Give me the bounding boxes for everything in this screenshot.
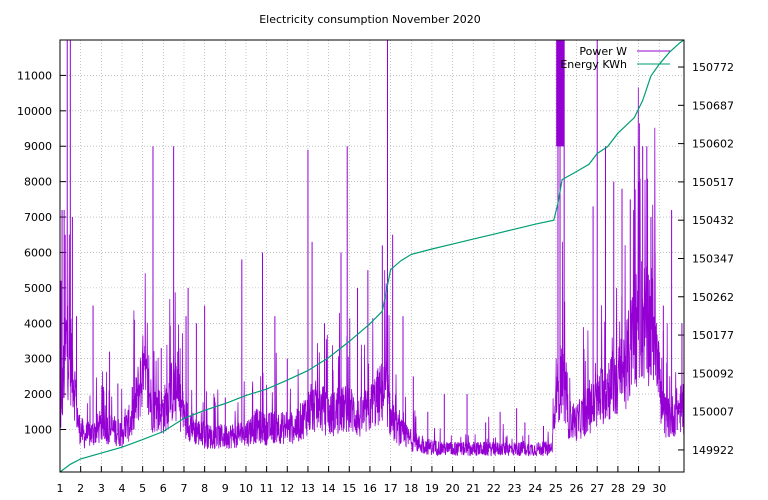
x-tick-labels: 1 2 3 4 5 6 7 8 9 10 11 12 13 14 15 16 17 18 19 20 21 22 23 24 2…: [57, 482, 667, 495]
y-right-tick-label: 150347: [692, 252, 734, 265]
energy-line: [59, 39, 685, 473]
x-tick-label: 12: [280, 482, 294, 495]
y-right-tick-label: 150687: [692, 99, 734, 112]
y-right-tick-label: 150517: [692, 176, 734, 189]
x-tick-label: 30: [652, 482, 666, 495]
y-right-tick-label: 150772: [692, 61, 734, 74]
x-tick-label: 26: [570, 482, 584, 495]
x-tick-label: 21: [466, 482, 480, 495]
legend: Power W Energy KWh: [560, 45, 670, 71]
y-left-tick-label: 2000: [24, 388, 52, 401]
x-tick-label: 15: [342, 482, 356, 495]
y-right-tick-label: 150092: [692, 367, 734, 380]
x-tick-label: 23: [508, 482, 522, 495]
x-tick-label: 6: [160, 482, 167, 495]
y-left-tick-label: 6000: [24, 246, 52, 259]
y-right-tick-label: 150602: [692, 138, 734, 151]
plot-frame: [59, 39, 685, 473]
y-left-tick-label: 7000: [24, 211, 52, 224]
x-tick-label: 13: [301, 482, 315, 495]
y-left-tick-label: 8000: [24, 176, 52, 189]
x-tick-label: 27: [590, 482, 604, 495]
x-tick-label: 11: [260, 482, 274, 495]
y-left-tick-label: 3000: [24, 353, 52, 366]
x-tick-label: 14: [322, 482, 336, 495]
x-tick-label: 19: [425, 482, 439, 495]
y-right-tick-labels: 149922 150007 150092 150177 150262 150347 1504…: [692, 61, 734, 457]
y-left-tick-label: 9000: [24, 140, 52, 153]
y-left-tick-label: 4000: [24, 317, 52, 330]
y-right-tick-label: 150262: [692, 291, 734, 304]
x-tick-label: 24: [528, 482, 542, 495]
x-tick-label: 3: [98, 482, 105, 495]
legend-label-energy: Energy KWh: [560, 58, 627, 71]
y-right-tick-label: 150432: [692, 214, 734, 227]
x-tick-label: 9: [222, 482, 229, 495]
y-left-tick-label: 5000: [24, 282, 52, 295]
y-right-tick-label: 150007: [692, 406, 734, 419]
legend-label-power: Power W: [579, 45, 627, 58]
x-tick-label: 22: [487, 482, 501, 495]
y-right-tick-label: 150177: [692, 329, 734, 342]
y-left-tick-label: 10000: [17, 105, 52, 118]
x-tick-label: 20: [446, 482, 460, 495]
y-left-tick-label: 1000: [24, 424, 52, 437]
x-tick-label: 8: [201, 482, 208, 495]
x-tick-label: 7: [180, 482, 187, 495]
x-tick-label: 28: [611, 482, 625, 495]
x-tick-label: 1: [57, 482, 64, 495]
y-left-tick-labels: 1000 2000 3000 4000 5000 6000 7000 8000 9000 1000…: [17, 69, 52, 436]
x-tick-label: 25: [549, 482, 563, 495]
x-tick-label: 29: [632, 482, 646, 495]
x-tick-label: 5: [139, 482, 146, 495]
power-series: [59, 40, 685, 457]
x-tick-label: 17: [384, 482, 398, 495]
x-tick-label: 2: [77, 482, 84, 495]
chart-title: Electricity consumption November 2020: [259, 13, 481, 26]
y-right-tick-label: 149922: [692, 444, 734, 457]
x-tick-label: 18: [404, 482, 418, 495]
x-tick-label: 4: [118, 482, 125, 495]
x-tick-label: 16: [363, 482, 377, 495]
energy-series: [59, 39, 685, 473]
power-line: [59, 87, 685, 457]
y-left-tick-label: 11000: [17, 69, 52, 82]
x-tick-label: 10: [239, 482, 253, 495]
